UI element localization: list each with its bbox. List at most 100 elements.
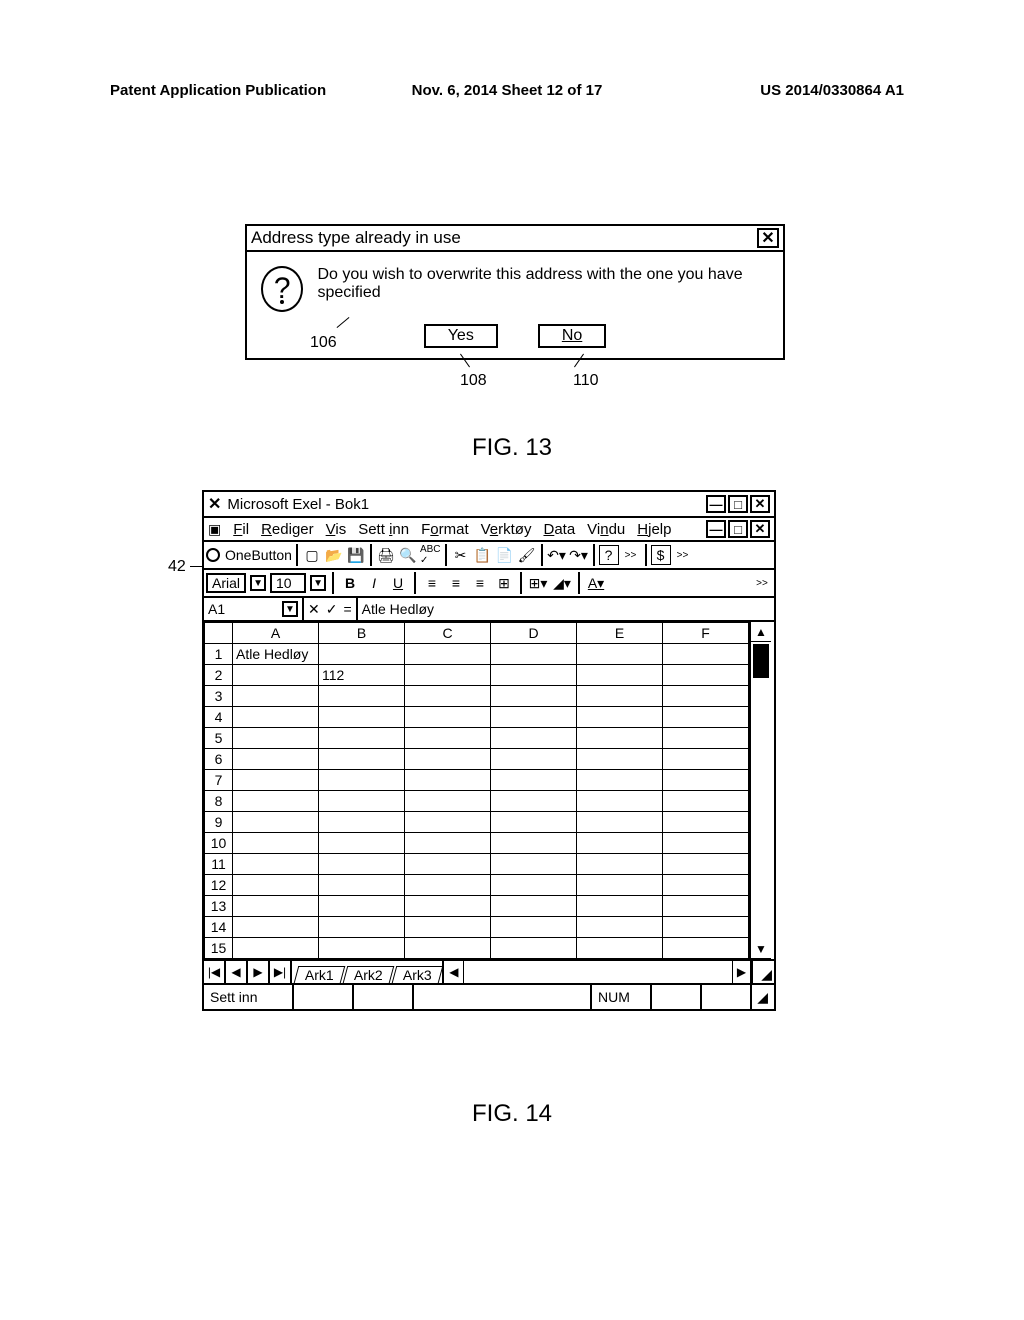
align-right-icon[interactable]: ≡ <box>470 573 490 593</box>
cell[interactable] <box>491 833 577 854</box>
align-center-icon[interactable]: ≡ <box>446 573 466 593</box>
cell[interactable] <box>491 917 577 938</box>
onebutton-icon[interactable] <box>206 548 220 562</box>
col-header[interactable]: A <box>233 623 319 644</box>
menu-format[interactable]: Format <box>421 521 469 538</box>
first-sheet-icon[interactable]: |◀ <box>204 961 226 983</box>
mdi-minimize-icon[interactable]: — <box>706 520 726 538</box>
cell[interactable] <box>405 833 491 854</box>
help-icon[interactable]: ? <box>599 545 619 565</box>
cell[interactable] <box>663 896 749 917</box>
cell[interactable] <box>319 917 405 938</box>
cell[interactable] <box>663 917 749 938</box>
cell[interactable] <box>491 875 577 896</box>
sheet-tab[interactable]: Ark1 <box>294 966 345 983</box>
cell[interactable] <box>405 686 491 707</box>
cell[interactable] <box>663 791 749 812</box>
more2-icon[interactable]: >> <box>673 545 693 565</box>
cell[interactable] <box>491 854 577 875</box>
cell[interactable] <box>319 812 405 833</box>
cell[interactable] <box>663 812 749 833</box>
menu-settinn[interactable]: Sett inn <box>358 521 409 538</box>
cell[interactable] <box>233 791 319 812</box>
copy-icon[interactable]: 📋 <box>473 545 493 565</box>
bold-icon[interactable]: B <box>340 573 360 593</box>
spellcheck-icon[interactable]: ABC✓ <box>420 545 441 565</box>
align-left-icon[interactable]: ≡ <box>422 573 442 593</box>
cell[interactable] <box>233 854 319 875</box>
scroll-down-icon[interactable]: ▼ <box>751 939 771 959</box>
row-header[interactable]: 7 <box>205 770 233 791</box>
cell[interactable] <box>233 707 319 728</box>
cell[interactable] <box>577 686 663 707</box>
cut-icon[interactable]: ✂ <box>451 545 471 565</box>
col-header[interactable]: D <box>491 623 577 644</box>
col-header[interactable]: B <box>319 623 405 644</box>
cell[interactable] <box>663 938 749 959</box>
cell[interactable] <box>319 749 405 770</box>
row-header[interactable]: 13 <box>205 896 233 917</box>
cell[interactable] <box>405 938 491 959</box>
cell[interactable] <box>663 707 749 728</box>
chevron-down-icon[interactable]: ▼ <box>282 601 298 617</box>
cell[interactable] <box>233 896 319 917</box>
merge-icon[interactable]: ⊞ <box>494 573 514 593</box>
cell[interactable] <box>405 728 491 749</box>
font-color-icon[interactable]: A▾ <box>586 573 606 593</box>
cell[interactable] <box>491 896 577 917</box>
cell[interactable] <box>491 707 577 728</box>
scroll-up-icon[interactable]: ▲ <box>751 622 771 642</box>
font-name-select[interactable]: Arial <box>206 573 246 593</box>
no-button[interactable]: No <box>538 324 606 348</box>
formula-input[interactable]: Atle Hedløy <box>358 598 774 620</box>
cell[interactable] <box>663 749 749 770</box>
col-header[interactable]: C <box>405 623 491 644</box>
open-icon[interactable]: 📂 <box>324 545 344 565</box>
hscroll[interactable]: ◀ ▶ <box>442 961 752 983</box>
redo-icon[interactable]: ↷▾ <box>569 545 589 565</box>
cell[interactable] <box>663 854 749 875</box>
cell[interactable] <box>577 875 663 896</box>
undo-icon[interactable]: ↶▾ <box>547 545 567 565</box>
cell[interactable]: 112 <box>319 665 405 686</box>
equals-icon[interactable]: = <box>343 601 351 617</box>
cell[interactable] <box>233 917 319 938</box>
underline-icon[interactable]: U <box>388 573 408 593</box>
cell[interactable] <box>319 791 405 812</box>
cell[interactable] <box>319 896 405 917</box>
format-painter-icon[interactable]: 🖌 <box>517 545 537 565</box>
cell[interactable] <box>577 791 663 812</box>
close-icon[interactable]: ✕ <box>750 495 770 513</box>
menu-verktoy[interactable]: Verktøy <box>481 521 532 538</box>
cell[interactable] <box>233 938 319 959</box>
menu-hjelp[interactable]: Hjelp <box>637 521 671 538</box>
resize-handle[interactable]: ◢ <box>752 961 774 983</box>
cell[interactable] <box>491 749 577 770</box>
row-header[interactable]: 15 <box>205 938 233 959</box>
cell[interactable] <box>577 749 663 770</box>
cell[interactable] <box>663 833 749 854</box>
cell[interactable] <box>405 917 491 938</box>
vscroll[interactable]: ▲ ▼ <box>749 622 771 959</box>
cell[interactable] <box>405 644 491 665</box>
cell[interactable] <box>233 833 319 854</box>
minimize-icon[interactable]: — <box>706 495 726 513</box>
sheet-tab[interactable]: Ark2 <box>343 966 394 983</box>
print-icon[interactable]: 🖨 <box>376 545 396 565</box>
cell[interactable] <box>577 770 663 791</box>
mdi-maximize-icon[interactable]: □ <box>728 520 748 538</box>
row-header[interactable]: 3 <box>205 686 233 707</box>
row-header[interactable]: 14 <box>205 917 233 938</box>
col-header[interactable]: F <box>663 623 749 644</box>
cell[interactable] <box>491 791 577 812</box>
menu-fil[interactable]: Fil <box>233 521 249 538</box>
cell[interactable] <box>577 812 663 833</box>
col-header[interactable]: E <box>577 623 663 644</box>
cell[interactable] <box>233 728 319 749</box>
menu-rediger[interactable]: Rediger <box>261 521 314 538</box>
more-icon[interactable]: >> <box>621 545 641 565</box>
cell[interactable] <box>233 686 319 707</box>
cell[interactable] <box>405 896 491 917</box>
onebutton-label[interactable]: OneButton <box>225 547 292 563</box>
menu-vis[interactable]: Vis <box>326 521 347 538</box>
